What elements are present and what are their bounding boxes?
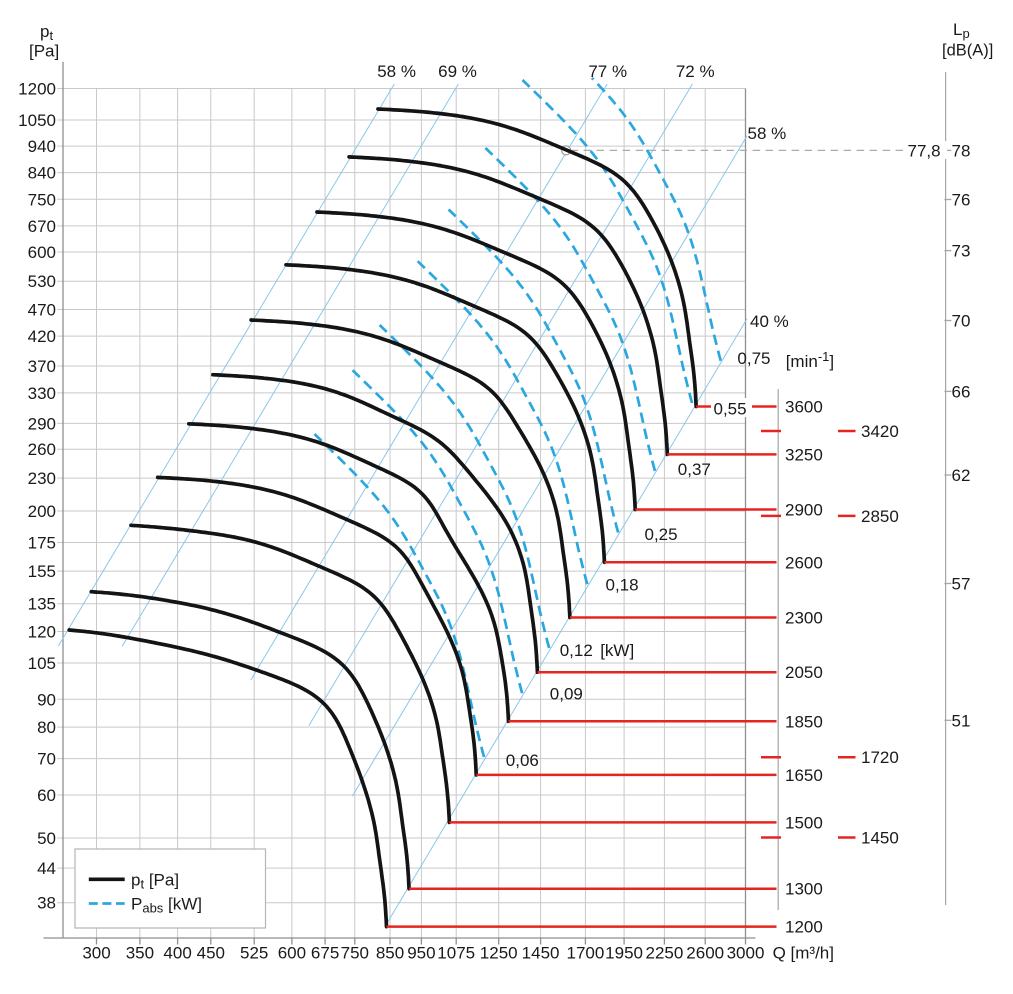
svg-text:450: 450 [197, 943, 225, 962]
svg-text:1850: 1850 [785, 712, 823, 731]
svg-text:44: 44 [37, 859, 56, 878]
svg-text:370: 370 [28, 357, 56, 376]
svg-text:pt [Pa]: pt [Pa] [131, 870, 179, 891]
svg-text:0,25: 0,25 [645, 525, 678, 544]
svg-text:1200: 1200 [785, 918, 823, 937]
svg-text:0,09: 0,09 [550, 685, 583, 704]
svg-text:0,18: 0,18 [606, 576, 639, 595]
svg-text:50: 50 [37, 829, 56, 848]
svg-text:1650: 1650 [785, 766, 823, 785]
svg-text:950: 950 [407, 943, 435, 962]
svg-text:0,55: 0,55 [714, 399, 747, 418]
svg-text:80: 80 [37, 718, 56, 737]
svg-text:470: 470 [28, 301, 56, 320]
svg-text:77,8: 77,8 [908, 141, 941, 160]
svg-text:Lp: Lp [953, 20, 970, 41]
svg-text:62: 62 [952, 466, 971, 485]
svg-text:66: 66 [952, 382, 971, 401]
svg-text:675: 675 [311, 943, 339, 962]
svg-text:750: 750 [28, 190, 56, 209]
svg-text:330: 330 [28, 384, 56, 403]
svg-text:850: 850 [376, 943, 404, 962]
svg-text:290: 290 [28, 414, 56, 433]
svg-text:3420: 3420 [861, 422, 899, 441]
svg-text:135: 135 [28, 595, 56, 614]
svg-text:pt: pt [40, 22, 53, 43]
svg-text:Pabs [kW]: Pabs [kW] [131, 895, 202, 916]
svg-text:1200: 1200 [18, 80, 56, 99]
svg-text:600: 600 [28, 243, 56, 262]
svg-text:2850: 2850 [861, 507, 899, 526]
svg-text:0,12: 0,12 [560, 641, 593, 660]
svg-text:0,37: 0,37 [678, 460, 711, 479]
svg-text:3250: 3250 [785, 445, 823, 464]
svg-text:40 %: 40 % [750, 312, 789, 331]
svg-text:350: 350 [126, 943, 154, 962]
svg-text:58 %: 58 % [377, 62, 416, 81]
svg-text:70: 70 [952, 312, 971, 331]
svg-text:3600: 3600 [785, 398, 823, 417]
svg-text:76: 76 [952, 191, 971, 210]
svg-text:1720: 1720 [861, 748, 899, 767]
svg-text:105: 105 [28, 654, 56, 673]
svg-text:400: 400 [163, 943, 191, 962]
svg-text:60: 60 [37, 786, 56, 805]
svg-text:1700: 1700 [566, 943, 604, 962]
svg-text:2600: 2600 [686, 943, 724, 962]
svg-text:2600: 2600 [785, 553, 823, 572]
svg-text:1075: 1075 [437, 943, 475, 962]
svg-text:670: 670 [28, 217, 56, 236]
svg-text:260: 260 [28, 440, 56, 459]
svg-text:[kW]: [kW] [600, 641, 634, 660]
svg-text:90: 90 [37, 690, 56, 709]
svg-text:72 %: 72 % [676, 62, 715, 81]
svg-text:69 %: 69 % [438, 62, 477, 81]
svg-text:0,06: 0,06 [506, 751, 539, 770]
svg-text:155: 155 [28, 562, 56, 581]
svg-text:530: 530 [28, 272, 56, 291]
svg-text:1500: 1500 [785, 813, 823, 832]
svg-text:3000: 3000 [727, 943, 765, 962]
svg-text:77 %: 77 % [588, 62, 627, 81]
svg-text:300: 300 [82, 943, 110, 962]
svg-text:2300: 2300 [785, 609, 823, 628]
svg-text:420: 420 [28, 327, 56, 346]
svg-text:750: 750 [341, 943, 369, 962]
svg-text:1450: 1450 [522, 943, 560, 962]
svg-text:200: 200 [28, 502, 56, 521]
svg-text:600: 600 [278, 943, 306, 962]
svg-text:58 %: 58 % [748, 124, 787, 143]
svg-text:1300: 1300 [785, 880, 823, 899]
svg-text:[dB(A)]: [dB(A)] [942, 42, 993, 60]
svg-text:2250: 2250 [645, 943, 683, 962]
svg-text:2050: 2050 [785, 663, 823, 682]
svg-text:940: 940 [28, 137, 56, 156]
svg-text:57: 57 [952, 575, 971, 594]
svg-text:73: 73 [952, 242, 971, 261]
svg-text:0,75: 0,75 [737, 349, 770, 368]
svg-text:70: 70 [37, 750, 56, 769]
svg-text:1450: 1450 [861, 829, 899, 848]
svg-text:175: 175 [28, 534, 56, 553]
svg-text:230: 230 [28, 469, 56, 488]
svg-text:51: 51 [952, 711, 971, 730]
svg-text:120: 120 [28, 623, 56, 642]
svg-text:1250: 1250 [480, 943, 518, 962]
svg-text:[Pa]: [Pa] [29, 42, 59, 61]
svg-text:840: 840 [28, 164, 56, 183]
svg-text:1950: 1950 [605, 943, 643, 962]
svg-text:Q [m³/h]: Q [m³/h] [773, 943, 834, 962]
svg-text:38: 38 [37, 894, 56, 913]
svg-text:78: 78 [952, 141, 971, 160]
svg-text:2900: 2900 [785, 501, 823, 520]
svg-text:1050: 1050 [18, 111, 56, 130]
svg-text:525: 525 [240, 943, 268, 962]
